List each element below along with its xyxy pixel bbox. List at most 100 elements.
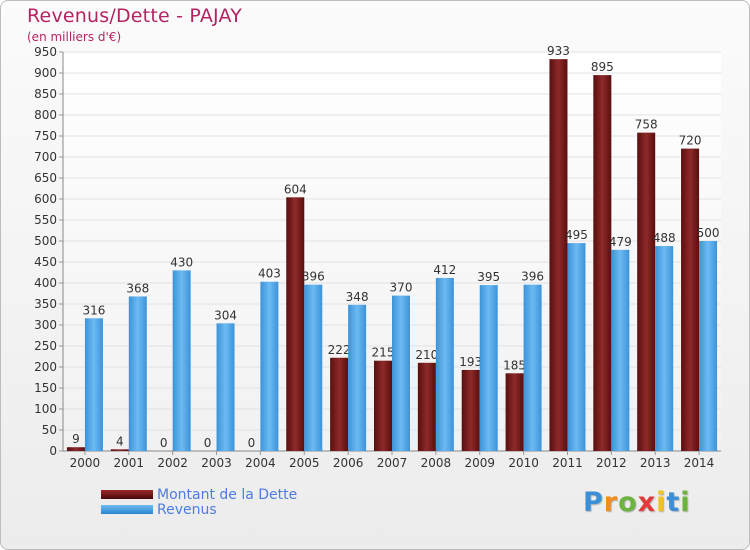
data-label-revenus: 430 — [170, 255, 193, 269]
bar-revenus — [655, 246, 674, 451]
data-label-dette: 9 — [72, 432, 80, 446]
bar-revenus — [392, 295, 410, 451]
logo-letter: i — [680, 487, 691, 518]
y-tick-label: 350 — [34, 297, 57, 311]
y-tick-label: 400 — [34, 276, 57, 290]
bar-revenus — [128, 296, 147, 451]
x-tick-label: 2011 — [552, 456, 583, 470]
legend-label-revenus: Revenus — [157, 501, 217, 518]
bar-dette — [593, 75, 612, 451]
x-tick-label: 2005 — [289, 456, 320, 470]
data-label-dette: 210 — [415, 348, 438, 362]
x-tick-label: 2009 — [464, 456, 495, 470]
bar-revenus — [611, 249, 630, 451]
bar-revenus — [435, 277, 454, 451]
chart-subtitle: (en milliers d'€) — [27, 30, 122, 44]
bar-revenus — [567, 243, 586, 451]
bar-revenus — [348, 304, 367, 451]
y-tick-label: 650 — [34, 171, 57, 185]
bar-dette — [461, 369, 480, 451]
y-tick-label: 700 — [34, 150, 57, 164]
data-label-dette: 895 — [591, 60, 614, 74]
y-tick-label: 300 — [34, 318, 57, 332]
bar-revenus — [216, 323, 235, 451]
bar-revenus — [84, 318, 103, 451]
data-label-revenus: 396 — [302, 270, 325, 284]
logo-letter: x — [637, 487, 657, 518]
x-tick-label: 2013 — [640, 456, 671, 470]
x-tick-label: 2012 — [596, 456, 627, 470]
bar-dette — [374, 360, 392, 451]
x-tick-label: 2004 — [245, 456, 276, 470]
y-tick-label: 800 — [34, 108, 57, 122]
data-label-dette: 604 — [284, 182, 307, 196]
data-label-dette: 0 — [248, 436, 256, 450]
legend-swatch-revenus — [101, 505, 153, 514]
data-label-dette: 0 — [204, 436, 212, 450]
x-tick-label: 2002 — [157, 456, 188, 470]
y-tick-label: 200 — [34, 360, 57, 374]
data-label-dette: 758 — [635, 118, 658, 132]
data-label-revenus: 403 — [258, 267, 281, 281]
bar-dette — [66, 447, 85, 451]
data-label-revenus: 412 — [433, 263, 456, 277]
data-label-revenus: 500 — [697, 226, 720, 240]
logo-letter: P — [583, 487, 604, 518]
data-label-revenus: 479 — [609, 235, 632, 249]
data-label-dette: 215 — [372, 346, 395, 360]
data-label-dette: 193 — [459, 355, 482, 369]
y-tick-label: 150 — [34, 381, 57, 395]
logo-letter: o — [618, 487, 638, 518]
bar-dette — [637, 132, 656, 451]
bar-revenus — [523, 284, 542, 451]
data-label-revenus: 396 — [521, 270, 544, 284]
x-tick-label: 2000 — [70, 456, 101, 470]
legend: Montant de la Dette Revenus — [101, 486, 298, 518]
legend-swatch-dette — [101, 490, 153, 499]
y-tick-label: 250 — [34, 339, 57, 353]
x-tick-label: 2014 — [684, 456, 715, 470]
logo-letter: t — [666, 487, 681, 518]
bar-dette — [330, 357, 349, 451]
logo-letter: r — [603, 487, 619, 518]
data-label-revenus: 495 — [565, 228, 588, 242]
bar-dette — [681, 148, 700, 451]
data-label-dette: 720 — [679, 134, 702, 148]
y-tick-label: 50 — [42, 423, 57, 437]
data-label-dette: 4 — [116, 434, 124, 448]
bar-dette — [110, 449, 129, 451]
x-tick-label: 2001 — [114, 456, 145, 470]
data-label-dette: 0 — [160, 436, 168, 450]
y-tick-label: 0 — [49, 444, 57, 458]
bar-revenus — [172, 270, 191, 451]
data-label-revenus: 395 — [477, 270, 500, 284]
bar-dette — [286, 197, 305, 451]
legend-item-revenus: Revenus — [101, 501, 297, 518]
y-tick-label: 550 — [34, 213, 57, 227]
x-tick-label: 2003 — [201, 456, 232, 470]
legend-item-dette: Montant de la Dette — [101, 486, 298, 503]
bar-dette — [417, 362, 436, 451]
bar-dette — [505, 373, 524, 451]
bar-dette — [549, 59, 568, 451]
y-tick-label: 450 — [34, 255, 57, 269]
y-tick-label: 600 — [34, 192, 57, 206]
data-label-revenus: 348 — [346, 290, 369, 304]
data-label-dette: 185 — [503, 358, 526, 372]
bar-revenus — [479, 285, 498, 451]
x-tick-label: 2007 — [377, 456, 408, 470]
legend-label-dette: Montant de la Dette — [157, 486, 298, 503]
data-label-revenus: 304 — [214, 308, 237, 322]
x-tick-label: 2008 — [421, 456, 452, 470]
data-label-revenus: 368 — [126, 281, 149, 295]
y-tick-label: 100 — [34, 402, 57, 416]
x-tick-label: 2010 — [508, 456, 539, 470]
data-label-revenus: 370 — [390, 281, 413, 295]
data-label-revenus: 488 — [653, 231, 676, 245]
data-label-dette: 222 — [328, 343, 351, 357]
data-label-revenus: 316 — [82, 303, 105, 317]
y-tick-label: 500 — [34, 234, 57, 248]
y-tick-label: 900 — [34, 66, 57, 80]
